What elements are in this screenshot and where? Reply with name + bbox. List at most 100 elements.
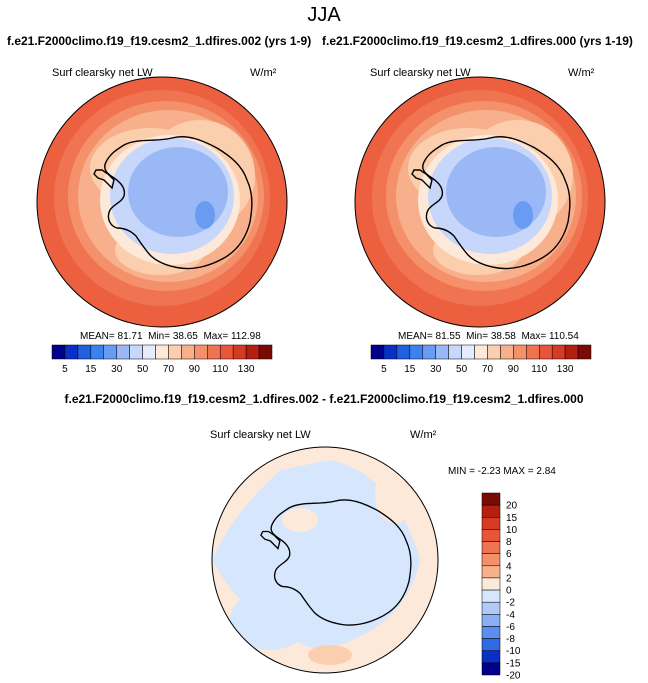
diff-colorbar-tick-label: -6 bbox=[506, 622, 515, 633]
diff-colorbar-tick-label: -15 bbox=[506, 658, 521, 669]
right-colorbar-tick-label: 130 bbox=[557, 364, 574, 375]
diff-variable-label: Surf clearsky net LW bbox=[210, 429, 311, 441]
diff-colorbar-cell bbox=[481, 529, 501, 542]
right-max-label: Max= bbox=[521, 331, 547, 342]
left-colorbar: 5 15 30 50 70 90 110 130 bbox=[51, 344, 273, 375]
right-stats: MEAN= 81.55 Min= 38.58 Max= 110.54 bbox=[398, 331, 579, 342]
diff-colorbar-cell bbox=[481, 650, 501, 664]
right-colorbar-tick-label: 110 bbox=[531, 364, 547, 375]
right-mean-label: MEAN= bbox=[398, 331, 433, 342]
right-colorbar-cell bbox=[448, 344, 462, 360]
diff-colorbar-cell bbox=[481, 541, 501, 554]
diff-stats: MIN = -2.23 MAX = 2.84 bbox=[448, 466, 556, 477]
left-colorbar-tick-label: 5 bbox=[62, 364, 68, 375]
diff-panel-title: f.e21.F2000climo.f19_f19.cesm2_1.dfires.… bbox=[64, 392, 584, 406]
diff-colorbar-cell bbox=[481, 601, 501, 615]
left-colorbar-cell bbox=[258, 344, 273, 360]
right-colorbar-cell bbox=[474, 344, 488, 360]
left-min-value: 38.65 bbox=[172, 331, 198, 342]
left-colorbar-tick-label: 110 bbox=[212, 364, 228, 375]
left-colorbar-cell bbox=[219, 344, 234, 360]
left-colorbar-cell bbox=[129, 344, 143, 360]
diff-colorbar-cell bbox=[481, 638, 501, 651]
left-colorbar-cell bbox=[116, 344, 130, 360]
left-colorbar-tick-label: 15 bbox=[85, 364, 97, 375]
diff-colorbar-cell bbox=[481, 553, 501, 567]
right-colorbar-cell bbox=[422, 344, 436, 360]
right-colorbar-cell bbox=[500, 344, 514, 360]
diff-max-label: MAX = bbox=[503, 466, 534, 477]
diff-min-label: MIN = bbox=[448, 466, 475, 477]
left-colorbar-cell bbox=[232, 344, 247, 360]
right-colorbar-tick-label: 15 bbox=[404, 364, 416, 375]
right-colorbar-cell bbox=[409, 344, 424, 360]
right-colorbar-tick-label: 90 bbox=[508, 364, 520, 375]
left-max-label: Max= bbox=[203, 331, 229, 342]
left-colorbar-cell bbox=[155, 344, 169, 360]
left-colorbar-cell bbox=[194, 344, 208, 360]
diff-units-label: W/m² bbox=[410, 429, 437, 441]
left-stats: MEAN= 81.71 Min= 38.65 Max= 112.98 bbox=[80, 331, 261, 342]
left-colorbar-cell bbox=[77, 344, 92, 360]
diff-colorbar-tick-label: -10 bbox=[506, 646, 521, 657]
right-min-value: 38.58 bbox=[490, 331, 516, 342]
right-colorbar-cell bbox=[383, 344, 398, 360]
left-mean-label: MEAN= bbox=[80, 331, 115, 342]
diff-colorbar-tick-label: 2 bbox=[506, 573, 512, 584]
diff-min-value: -2.23 bbox=[477, 466, 501, 477]
right-colorbar-cell bbox=[435, 344, 449, 360]
right-colorbar-tick-label: 5 bbox=[381, 364, 387, 375]
right-polar-map bbox=[354, 76, 606, 328]
diff-colorbar-tick-label: 0 bbox=[506, 586, 512, 597]
left-colorbar-tick-label: 50 bbox=[137, 364, 149, 375]
diff-colorbar-tick-label: -4 bbox=[506, 610, 515, 621]
right-colorbar-cell bbox=[526, 344, 540, 360]
diff-colorbar-tick-label: 20 bbox=[506, 501, 518, 512]
left-colorbar-cell bbox=[103, 344, 117, 360]
diff-colorbar-cell bbox=[481, 504, 501, 518]
left-variable-label: Surf clearsky net LW bbox=[52, 67, 153, 79]
diff-colorbar-cell bbox=[481, 614, 501, 627]
right-colorbar-cell bbox=[551, 344, 566, 360]
right-colorbar-cell bbox=[396, 344, 411, 360]
left-colorbar-tick-label: 30 bbox=[111, 364, 123, 375]
right-min-label: Min= bbox=[466, 331, 489, 342]
left-colorbar-cell bbox=[207, 344, 221, 360]
right-colorbar-cell bbox=[513, 344, 527, 360]
main-title: JJA bbox=[307, 4, 341, 26]
left-colorbar-cell bbox=[90, 344, 105, 360]
diff-max-value: 2.84 bbox=[536, 466, 556, 477]
right-colorbar-cell bbox=[577, 344, 592, 360]
diff-colorbar-cell bbox=[481, 589, 501, 603]
left-panel-title: f.e21.F2000climo.f19_f19.cesm2_1.dfires.… bbox=[7, 34, 312, 48]
diff-colorbar-tick-label: -8 bbox=[506, 634, 515, 645]
right-panel-title: f.e21.F2000climo.f19_f19.cesm2_1.dfires.… bbox=[322, 34, 633, 48]
left-mean-value: 81.71 bbox=[117, 331, 143, 342]
diff-colorbar-cell bbox=[481, 492, 501, 506]
right-colorbar-cell bbox=[564, 344, 579, 360]
left-colorbar-tick-label: 70 bbox=[163, 364, 175, 375]
left-units-label: W/m² bbox=[250, 67, 277, 79]
left-colorbar-cell bbox=[51, 344, 66, 360]
diff-colorbar-tick-label: -2 bbox=[506, 598, 515, 609]
right-colorbar-cell bbox=[538, 344, 553, 360]
right-colorbar-tick-label: 70 bbox=[482, 364, 494, 375]
left-polar-map bbox=[36, 76, 288, 328]
left-colorbar-cell bbox=[142, 344, 156, 360]
diff-colorbar-cell bbox=[481, 517, 501, 530]
left-colorbar-cell bbox=[245, 344, 260, 360]
diff-colorbar-tick-label: -20 bbox=[506, 671, 521, 682]
right-colorbar-tick-label: 30 bbox=[430, 364, 442, 375]
right-colorbar-cell bbox=[461, 344, 475, 360]
left-colorbar-tick-label: 90 bbox=[189, 364, 201, 375]
right-mean-value: 81.55 bbox=[435, 331, 461, 342]
left-colorbar-cell bbox=[181, 344, 195, 360]
diff-colorbar-tick-label: 6 bbox=[506, 549, 512, 560]
diff-colorbar-tick-label: 4 bbox=[506, 561, 512, 572]
right-colorbar: 5 15 30 50 70 90 110 130 bbox=[370, 344, 592, 375]
diff-colorbar-cell bbox=[481, 565, 501, 579]
diff-colorbar-cell bbox=[481, 577, 501, 591]
left-colorbar-cell bbox=[64, 344, 79, 360]
left-min-label: Min= bbox=[148, 331, 171, 342]
